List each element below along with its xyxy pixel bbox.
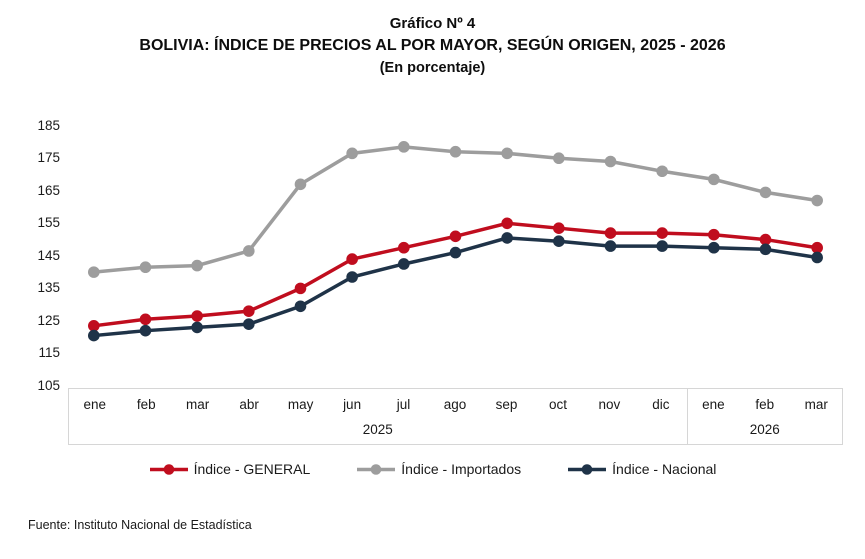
y-tick-label: 115 — [38, 345, 60, 361]
data-point — [604, 227, 617, 239]
x-tick-label: ago — [443, 397, 467, 412]
legend-label: Índice - Importados — [401, 461, 522, 477]
data-point — [811, 194, 823, 207]
y-tick-label: 165 — [37, 182, 60, 198]
year-label: 2025 — [362, 422, 393, 437]
x-tick-label: sep — [495, 397, 518, 412]
x-tick-label: oct — [548, 397, 567, 412]
x-tick-label: mar — [804, 397, 828, 412]
legend-label: Índice - GENERAL — [193, 461, 311, 477]
x-tick-label: feb — [755, 397, 775, 412]
chart-number: Gráfico Nº 4 — [389, 15, 476, 32]
data-point — [191, 310, 203, 322]
x-tick-label: mar — [186, 397, 210, 412]
legend-item: Índice - Importados — [356, 461, 521, 477]
data-point — [811, 251, 823, 264]
data-point — [759, 233, 772, 246]
legend-label: Índice - Nacional — [612, 461, 717, 477]
x-tick-label: ene — [83, 397, 106, 412]
x-axis-group: ene feb mar 2026 — [686, 389, 842, 444]
data-point — [243, 305, 255, 317]
y-tick-label: 125 — [37, 312, 60, 328]
data-point — [449, 230, 462, 243]
y-tick-label: 135 — [37, 280, 60, 296]
data-point — [294, 300, 307, 313]
x-tick-label: ene — [702, 397, 725, 412]
data-point — [553, 152, 565, 165]
data-point — [139, 324, 152, 337]
y-tick-label: 145 — [37, 247, 60, 263]
data-point — [501, 217, 513, 230]
month-row: ene feb mar abr may jun jul ago sep oct nov dic — [69, 389, 687, 420]
data-point — [553, 235, 565, 248]
data-point — [398, 141, 410, 153]
data-point — [294, 282, 307, 295]
y-tick-label: 175 — [37, 150, 60, 166]
x-tick-label: feb — [136, 397, 156, 412]
x-tick-label: jun — [343, 397, 362, 412]
data-point — [88, 266, 100, 278]
data-point — [656, 165, 668, 178]
data-point — [501, 232, 513, 244]
data-point — [708, 173, 720, 186]
x-tick-label: dic — [652, 397, 670, 412]
y-tick-label: 155 — [37, 215, 60, 231]
data-point — [759, 243, 772, 256]
source-note: Fuente: Instituto Nacional de Estadístic… — [28, 518, 252, 532]
data-point — [191, 259, 203, 272]
data-point — [243, 245, 255, 257]
legend-marker-icon — [357, 463, 396, 475]
line-chart — [88, 141, 823, 342]
data-point — [191, 321, 203, 334]
chart-header: Gráfico Nº 4 BOLIVIA: ÍNDICE DE PRECIOS … — [0, 0, 865, 79]
legend: Índice - GENERAL Índice - Importados Índic… — [0, 461, 865, 477]
y-tick-label: 105 — [37, 377, 60, 393]
x-axis: ene feb mar abr may jun jul ago sep oct nov dic 2025… — [68, 388, 843, 445]
y-tick-label: 185 — [37, 117, 60, 133]
data-point — [398, 258, 410, 270]
data-point — [656, 240, 668, 252]
data-point — [346, 271, 358, 283]
data-point — [604, 240, 617, 252]
data-point — [294, 178, 307, 191]
data-point — [243, 318, 255, 330]
x-tick-label: nov — [598, 397, 621, 412]
data-point — [88, 320, 100, 332]
data-point — [604, 155, 617, 168]
data-point — [346, 253, 358, 265]
data-point — [449, 246, 462, 259]
year-label: 2026 — [749, 422, 780, 437]
data-point — [501, 147, 513, 160]
x-tick-label: jul — [396, 397, 411, 412]
data-point — [88, 329, 100, 342]
data-point — [553, 222, 565, 234]
chart-title: BOLIVIA: ÍNDICE DE PRECIOS AL POR MAYOR,… — [139, 37, 726, 54]
legend-item: Índice - Nacional — [567, 461, 716, 477]
month-row: ene feb mar — [688, 389, 842, 420]
data-point — [139, 261, 152, 274]
y-axis: 185 175 165 155 145 135 125 115 105 — [0, 107, 62, 393]
data-point — [346, 147, 358, 160]
data-point — [708, 241, 720, 254]
x-axis-group: ene feb mar abr may jun jul ago sep oct nov dic 2025 — [69, 389, 687, 444]
x-tick-label: may — [287, 397, 314, 412]
data-point — [398, 241, 410, 254]
x-tick-label: abr — [239, 397, 259, 412]
data-point — [449, 145, 462, 158]
data-point — [811, 241, 823, 254]
data-point — [759, 186, 772, 199]
legend-marker-icon — [568, 463, 607, 475]
legend-marker-icon — [149, 463, 188, 475]
chart-subtitle: (En porcentaje) — [379, 60, 486, 76]
data-point — [656, 227, 668, 239]
legend-item: Índice - GENERAL — [149, 461, 311, 477]
plot-area: 185 175 165 155 145 135 125 115 105 ene feb mar abr… — [0, 107, 865, 445]
data-point — [708, 228, 720, 241]
data-point — [139, 313, 152, 326]
